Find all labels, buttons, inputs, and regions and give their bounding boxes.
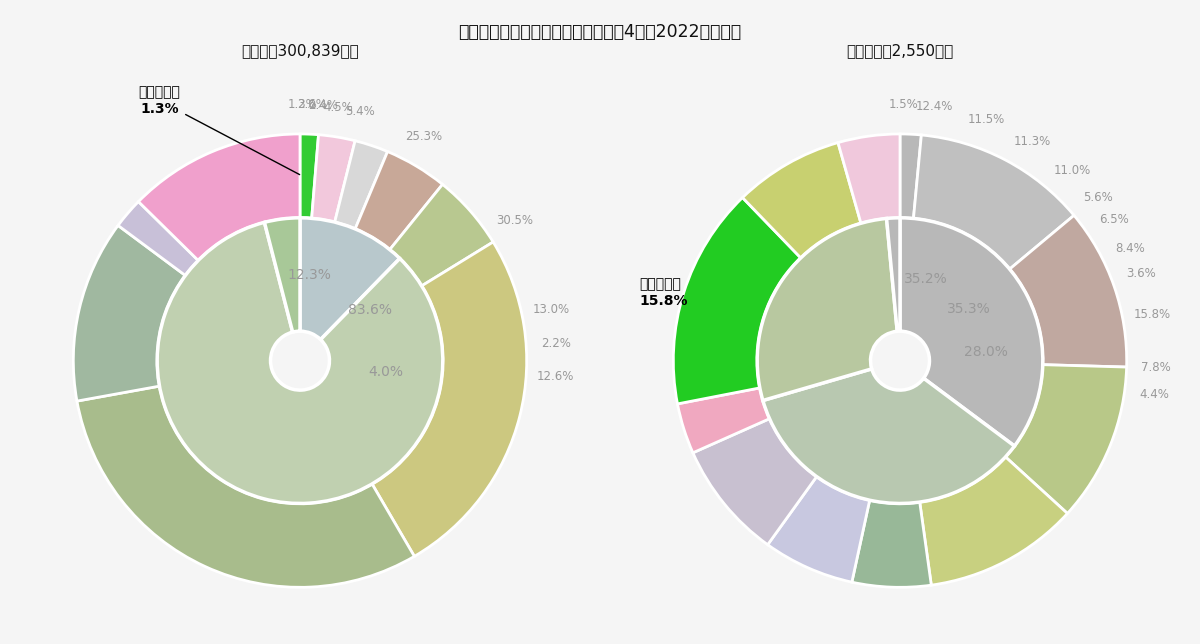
Text: 4.0%: 4.0% — [368, 366, 403, 379]
Text: 5.4%: 5.4% — [344, 105, 374, 118]
Wedge shape — [355, 151, 443, 250]
Wedge shape — [900, 134, 922, 218]
Text: 工作物衝突
15.8%: 工作物衝突 15.8% — [640, 278, 688, 308]
Text: 12.4%: 12.4% — [916, 100, 953, 113]
Text: 5.6%: 5.6% — [1082, 191, 1112, 204]
Text: 3.6%: 3.6% — [1126, 267, 1156, 279]
Text: 11.3%: 11.3% — [1014, 135, 1051, 147]
Text: 1.5%: 1.5% — [888, 98, 918, 111]
Wedge shape — [312, 135, 355, 222]
Text: 15.8%: 15.8% — [1134, 308, 1170, 321]
Text: 12.3%: 12.3% — [287, 268, 331, 282]
Text: 1.3%: 1.3% — [288, 98, 318, 111]
Text: 7.8%: 7.8% — [1141, 361, 1171, 374]
Text: 事故類型別交通事故発生状況【令和4年（2022年）中】: 事故類型別交通事故発生状況【令和4年（2022年）中】 — [458, 23, 742, 41]
Text: 2.4%: 2.4% — [308, 99, 337, 112]
Wedge shape — [300, 218, 400, 339]
Wedge shape — [852, 500, 931, 587]
Wedge shape — [118, 202, 198, 276]
Title: 死亡事故【2,550件】: 死亡事故【2,550件】 — [846, 43, 954, 58]
Text: 工作物衝突
1.3%: 工作物衝突 1.3% — [138, 86, 300, 175]
Wedge shape — [264, 218, 300, 332]
Wedge shape — [919, 457, 1068, 585]
Text: 12.6%: 12.6% — [536, 370, 575, 383]
Text: 35.3%: 35.3% — [947, 301, 990, 316]
Wedge shape — [692, 419, 817, 545]
Text: 2.2%: 2.2% — [541, 337, 570, 350]
Wedge shape — [77, 386, 414, 587]
Text: 8.4%: 8.4% — [1115, 242, 1145, 255]
Text: 30.5%: 30.5% — [496, 214, 533, 227]
Wedge shape — [913, 135, 1074, 269]
Wedge shape — [73, 225, 185, 401]
Wedge shape — [1006, 365, 1127, 513]
Text: 11.0%: 11.0% — [1054, 164, 1091, 177]
Wedge shape — [757, 218, 898, 401]
Wedge shape — [887, 218, 900, 331]
Text: 35.2%: 35.2% — [904, 272, 948, 285]
Wedge shape — [743, 142, 860, 258]
Wedge shape — [838, 134, 900, 223]
Text: 28.0%: 28.0% — [964, 345, 1008, 359]
Text: 2.6%: 2.6% — [296, 99, 326, 111]
Text: 4.5%: 4.5% — [323, 101, 353, 114]
Wedge shape — [138, 134, 300, 260]
Wedge shape — [157, 222, 443, 504]
Wedge shape — [900, 218, 1043, 446]
Wedge shape — [335, 141, 388, 229]
Wedge shape — [1009, 215, 1127, 367]
Text: 4.4%: 4.4% — [1139, 388, 1169, 401]
Wedge shape — [768, 477, 870, 582]
Wedge shape — [673, 198, 800, 404]
Wedge shape — [372, 242, 527, 556]
Text: 11.5%: 11.5% — [967, 113, 1004, 126]
Wedge shape — [300, 134, 318, 218]
Title: 全事故【300,839件】: 全事故【300,839件】 — [241, 43, 359, 58]
Text: 25.3%: 25.3% — [406, 130, 442, 143]
Wedge shape — [678, 388, 769, 453]
Text: 83.6%: 83.6% — [348, 303, 391, 317]
Text: 6.5%: 6.5% — [1099, 213, 1129, 226]
Wedge shape — [763, 369, 1014, 504]
Wedge shape — [390, 184, 493, 286]
Text: 13.0%: 13.0% — [533, 303, 570, 316]
